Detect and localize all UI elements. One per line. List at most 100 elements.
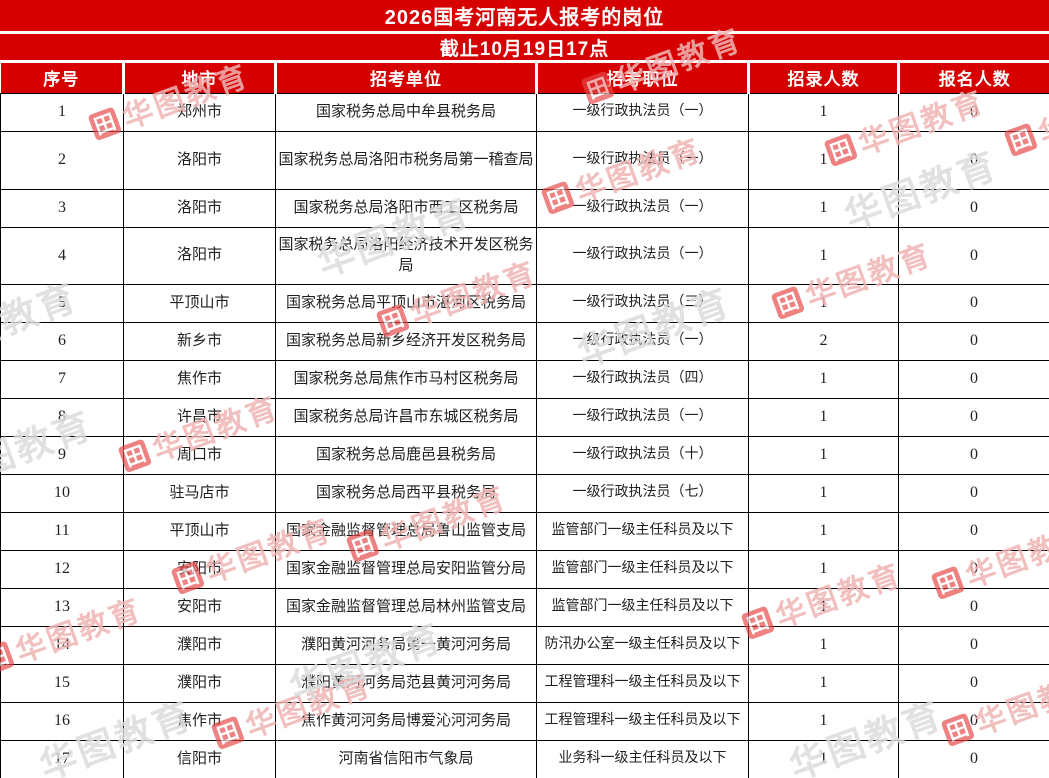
cell-unit: 河南省信阳市气象局 (275, 739, 537, 778)
cell-index: 10 (0, 473, 124, 513)
table-title: 2026国考河南无人报考的岗位 (0, 0, 1049, 31)
cell-city: 信阳市 (123, 739, 276, 778)
cell-applicant-count: 0 (898, 511, 1049, 551)
col-header-position: 招考职位 (535, 63, 749, 94)
cell-index: 7 (0, 359, 124, 399)
cell-recruit-count: 1 (748, 739, 899, 778)
cell-applicant-count: 0 (898, 549, 1049, 589)
cell-position: 一级行政执法员（十） (536, 435, 749, 475)
cell-city: 许昌市 (123, 397, 276, 437)
cell-index: 12 (0, 549, 124, 589)
cell-city: 濮阳市 (123, 663, 276, 703)
cell-recruit-count: 1 (748, 92, 899, 132)
cell-city: 周口市 (123, 435, 276, 475)
cell-position: 监管部门一级主任科员及以下 (536, 549, 749, 589)
header-row: 序号 地市 招考单位 招考职位 招录人数 报名人数 (0, 63, 1049, 94)
cell-position: 一级行政执法员（一） (536, 188, 749, 228)
cell-recruit-count: 1 (748, 625, 899, 665)
cell-city: 郑州市 (123, 92, 276, 132)
table-row: 14 濮阳市 濮阳黄河河务局第一黄河河务局 防汛办公室一级主任科员及以下 1 0 (0, 625, 1049, 665)
cell-recruit-count: 2 (748, 321, 899, 361)
cell-recruit-count: 1 (748, 130, 899, 190)
table-row: 12 安阳市 国家金融监督管理总局安阳监管分局 监管部门一级主任科员及以下 1 … (0, 549, 1049, 589)
cell-city: 焦作市 (123, 701, 276, 741)
table-row: 1 郑州市 国家税务总局中牟县税务局 一级行政执法员（一） 1 0 (0, 92, 1049, 132)
cell-position: 一级行政执法员（四） (536, 359, 749, 399)
cell-unit: 国家税务总局焦作市马村区税务局 (275, 359, 537, 399)
cell-city: 洛阳市 (123, 226, 276, 285)
cell-unit: 国家税务总局洛阳市西工区税务局 (275, 188, 537, 228)
cell-applicant-count: 0 (898, 473, 1049, 513)
cell-applicant-count: 0 (898, 739, 1049, 778)
cell-unit: 国家税务总局洛阳市税务局第一稽查局 (275, 130, 537, 190)
cell-index: 9 (0, 435, 124, 475)
cell-index: 4 (0, 226, 124, 285)
cell-unit: 国家税务总局中牟县税务局 (275, 92, 537, 132)
cell-index: 5 (0, 283, 124, 323)
cell-recruit-count: 1 (748, 188, 899, 228)
col-header-index: 序号 (0, 63, 124, 94)
cell-index: 8 (0, 397, 124, 437)
cell-applicant-count: 0 (898, 92, 1049, 132)
table-row: 15 濮阳市 濮阳黄河河务局范县黄河河务局 工程管理科一级主任科员及以下 1 0 (0, 663, 1049, 703)
cell-index: 17 (0, 739, 124, 778)
table-row: 4 洛阳市 国家税务总局洛阳经济技术开发区税务局 一级行政执法员（一） 1 0 (0, 226, 1049, 285)
cell-index: 16 (0, 701, 124, 741)
cell-applicant-count: 0 (898, 587, 1049, 627)
table-row: 5 平顶山市 国家税务总局平顶山市湛河区税务局 一级行政执法员（三） 1 0 (0, 283, 1049, 323)
table-row: 2 洛阳市 国家税务总局洛阳市税务局第一稽查局 一级行政执法员（一） 1 0 (0, 130, 1049, 190)
cell-applicant-count: 0 (898, 283, 1049, 323)
cell-unit: 国家税务总局洛阳经济技术开发区税务局 (275, 226, 537, 285)
table-row: 10 驻马店市 国家税务总局西平县税务局 一级行政执法员（七） 1 0 (0, 473, 1049, 513)
cell-city: 驻马店市 (123, 473, 276, 513)
cell-unit: 国家金融监督管理总局安阳监管分局 (275, 549, 537, 589)
cell-position: 一级行政执法员（一） (536, 92, 749, 132)
cell-unit: 国家税务总局许昌市东城区税务局 (275, 397, 537, 437)
cell-unit: 国家金融监督管理总局鲁山监管支局 (275, 511, 537, 551)
cell-unit: 国家税务总局新乡经济开发区税务局 (275, 321, 537, 361)
cell-position: 一级行政执法员（三） (536, 283, 749, 323)
cell-recruit-count: 1 (748, 473, 899, 513)
cell-index: 11 (0, 511, 124, 551)
cell-unit: 濮阳黄河河务局第一黄河河务局 (275, 625, 537, 665)
cell-position: 一级行政执法员（一） (536, 321, 749, 361)
cell-position: 一级行政执法员（七） (536, 473, 749, 513)
cell-unit: 国家税务总局鹿邑县税务局 (275, 435, 537, 475)
col-header-city: 地市 (122, 63, 276, 94)
cell-recruit-count: 1 (748, 701, 899, 741)
cell-unit: 国家金融监督管理总局林州监管支局 (275, 587, 537, 627)
cell-applicant-count: 0 (898, 321, 1049, 361)
cell-position: 监管部门一级主任科员及以下 (536, 511, 749, 551)
cell-recruit-count: 1 (748, 587, 899, 627)
cell-position: 工程管理科一级主任科员及以下 (536, 663, 749, 703)
cell-recruit-count: 1 (748, 397, 899, 437)
cell-city: 安阳市 (123, 549, 276, 589)
cell-applicant-count: 0 (898, 226, 1049, 285)
table-row: 13 安阳市 国家金融监督管理总局林州监管支局 监管部门一级主任科员及以下 1 … (0, 587, 1049, 627)
col-header-unit: 招考单位 (274, 63, 537, 94)
cell-recruit-count: 1 (748, 663, 899, 703)
cell-position: 监管部门一级主任科员及以下 (536, 587, 749, 627)
cell-index: 13 (0, 587, 124, 627)
cell-recruit-count: 1 (748, 283, 899, 323)
table-row: 17 信阳市 河南省信阳市气象局 业务科一级主任科员及以下 1 0 (0, 739, 1049, 778)
cell-index: 2 (0, 130, 124, 190)
cell-position: 防汛办公室一级主任科员及以下 (536, 625, 749, 665)
cell-index: 6 (0, 321, 124, 361)
cell-applicant-count: 0 (898, 435, 1049, 475)
cell-position: 业务科一级主任科员及以下 (536, 739, 749, 778)
cell-city: 洛阳市 (123, 188, 276, 228)
table-row: 9 周口市 国家税务总局鹿邑县税务局 一级行政执法员（十） 1 0 (0, 435, 1049, 475)
cell-index: 3 (0, 188, 124, 228)
cell-position: 一级行政执法员（一） (536, 226, 749, 285)
cell-recruit-count: 1 (748, 435, 899, 475)
cell-position: 一级行政执法员（一） (536, 130, 749, 190)
cell-recruit-count: 1 (748, 226, 899, 285)
positions-table: 序号 地市 招考单位 招考职位 招录人数 报名人数 1 郑州市 国家税务总局中牟… (0, 63, 1049, 778)
cell-unit: 国家税务总局平顶山市湛河区税务局 (275, 283, 537, 323)
cell-city: 平顶山市 (123, 511, 276, 551)
cell-index: 14 (0, 625, 124, 665)
col-header-recruit-count: 招录人数 (747, 63, 899, 94)
table-row: 3 洛阳市 国家税务总局洛阳市西工区税务局 一级行政执法员（一） 1 0 (0, 188, 1049, 228)
